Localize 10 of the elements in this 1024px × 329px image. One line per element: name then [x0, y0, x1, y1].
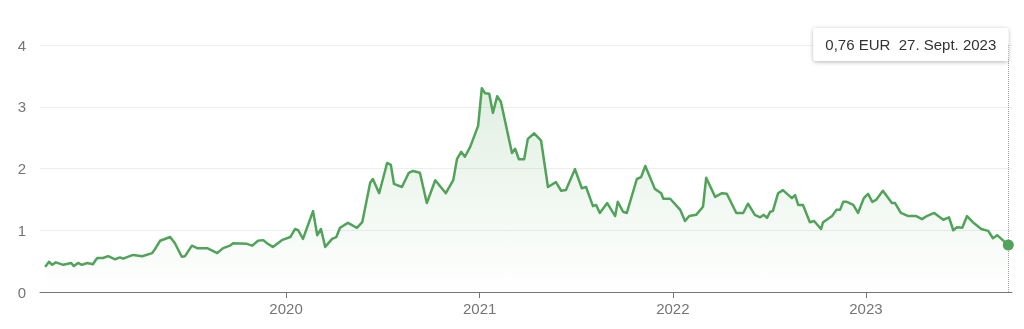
- x-tick-label: 2022: [656, 300, 690, 317]
- x-tick-label: 2020: [269, 300, 303, 317]
- x-tick-label: 2023: [849, 300, 883, 317]
- y-tick-label: 1: [17, 221, 26, 239]
- y-tick-label: 4: [17, 36, 26, 54]
- x-tick-label: 2021: [463, 300, 497, 317]
- y-tick-label: 0: [17, 283, 26, 301]
- y-tick-label: 2: [17, 160, 26, 177]
- y-tick-label: 3: [17, 98, 26, 116]
- annotation: 0,76 EUR 27. Sept. 2023: [825, 36, 997, 53]
